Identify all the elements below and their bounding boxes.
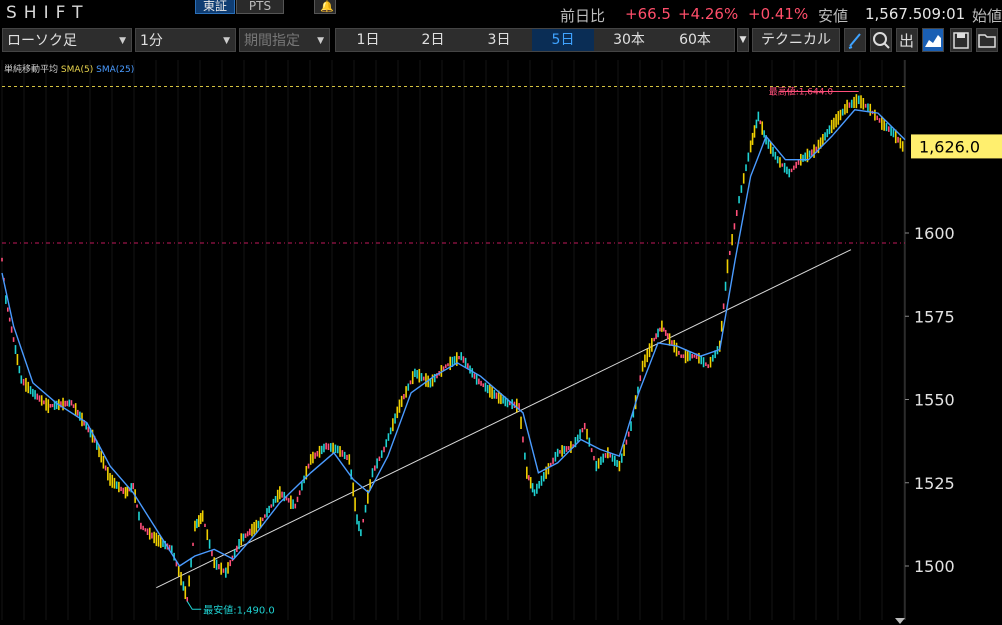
low-marker-line xyxy=(186,601,202,610)
quote-time: 09:01 xyxy=(922,5,966,23)
price-label: 安値 xyxy=(818,7,849,25)
sma5-legend: SMA(5) xyxy=(60,65,94,75)
interval-value: 1分 xyxy=(140,33,163,49)
sma-line xyxy=(1,109,906,567)
change-label: 前日比 xyxy=(560,7,606,25)
folder-icon[interactable] xyxy=(976,28,998,52)
chevron-down-icon: ▼ xyxy=(317,36,324,46)
trendline xyxy=(156,249,852,589)
range-60[interactable]: 60本 xyxy=(679,32,711,48)
technical-button[interactable]: テクニカル xyxy=(752,28,840,52)
open-label: 始値 xyxy=(972,7,1002,25)
volume-toggle-icon[interactable]: 出 xyxy=(896,28,918,52)
quote-header: SHIFT 東証 PTS 🔔 前日比 +66.5 +4.26% +0.41% 安… xyxy=(0,0,1002,26)
sma25-legend: SMA(25) xyxy=(96,65,135,75)
range-5d[interactable]: 5日 xyxy=(532,29,594,51)
area-chart-icon[interactable] xyxy=(922,28,944,52)
svg-text:出: 出 xyxy=(899,32,914,50)
y-tick-label: 1500 xyxy=(914,557,955,576)
alert-bell-icon[interactable]: 🔔 xyxy=(314,0,336,14)
y-tick-label: 1575 xyxy=(914,307,955,326)
range-3d[interactable]: 3日 xyxy=(487,32,511,48)
chevron-down-icon: ▼ xyxy=(119,36,126,46)
range-30[interactable]: 30本 xyxy=(613,32,645,48)
chart-type-select[interactable]: ローソク足 ▼ xyxy=(2,28,132,52)
range-more-chevron-icon[interactable]: ▼ xyxy=(737,28,749,52)
y-tick-label: 1550 xyxy=(914,391,955,410)
y-tick-label: 1600 xyxy=(914,224,955,243)
interval-select[interactable]: 1分 ▼ xyxy=(135,28,236,52)
sma-legend: 単純移動平均 SMA(5) SMA(25) xyxy=(4,62,134,75)
price-value: 1,567.5 xyxy=(865,5,923,23)
change-percent: +4.26% xyxy=(678,5,739,23)
chart-type-value: ローソク足 xyxy=(7,33,77,49)
current-price-tag xyxy=(911,134,1002,159)
y-tick-label: 1525 xyxy=(914,474,955,493)
zoom-icon[interactable] xyxy=(870,28,892,52)
draw-pencil-icon[interactable] xyxy=(844,28,866,52)
range-1d[interactable]: 1日 xyxy=(356,32,380,48)
change-value: +66.5 xyxy=(625,5,671,23)
period-value: 期間指定 xyxy=(244,33,300,49)
range-selector: 1日 2日 3日 5日 30本 60本 xyxy=(335,28,735,52)
ticker-symbol: SHIFT xyxy=(6,3,90,23)
low-label: 最安値:1,490.0 xyxy=(203,603,275,616)
high-label: 最高値:1,644.0 xyxy=(769,85,834,97)
change-percent-2: +0.41% xyxy=(748,5,809,23)
scroll-down-icon[interactable] xyxy=(895,618,905,624)
period-select[interactable]: 期間指定 ▼ xyxy=(239,28,330,52)
current-price-label: 1,626.0 xyxy=(919,137,980,156)
tab-pts[interactable]: PTS xyxy=(236,0,284,14)
range-2d[interactable]: 2日 xyxy=(421,32,445,48)
sma-legend-label: 単純移動平均 xyxy=(4,65,59,75)
chart-toolbar: ローソク足 ▼ 1分 ▼ 期間指定 ▼ 1日 2日 3日 5日 30本 60本 … xyxy=(0,28,1002,54)
chevron-down-icon: ▼ xyxy=(223,36,230,46)
save-icon[interactable] xyxy=(950,28,972,52)
tab-tse[interactable]: 東証 xyxy=(195,0,235,14)
